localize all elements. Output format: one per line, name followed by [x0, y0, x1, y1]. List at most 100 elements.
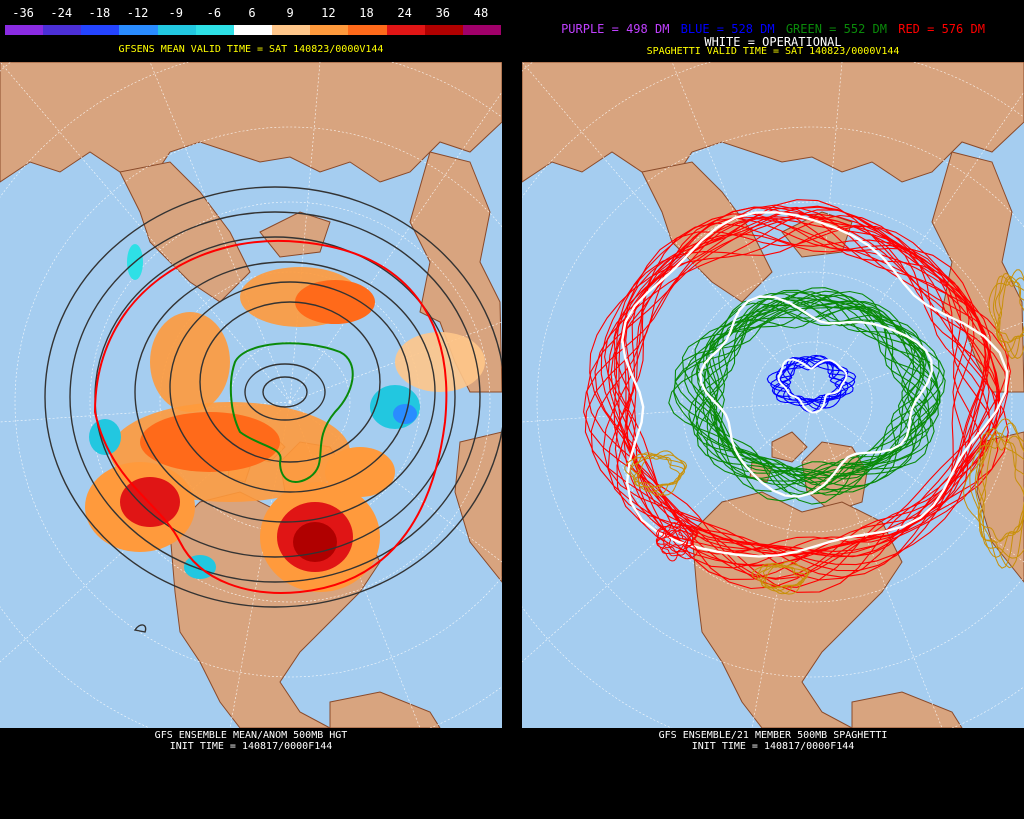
blue-528dm-contour: [775, 356, 856, 404]
colorbar-segment: [233, 25, 273, 35]
orange-contour: [997, 278, 1024, 342]
orange-contour: [976, 427, 1024, 558]
land-masses-right: [522, 62, 1024, 728]
colorbar-label: -9: [168, 6, 183, 20]
right-map: [522, 62, 1024, 728]
green-552dm-contour: [706, 289, 939, 492]
orange-contour: [963, 418, 1024, 559]
red-576dm-contour: [623, 233, 990, 580]
colorbar-label: -12: [126, 6, 149, 20]
colorbar-label: 12: [321, 6, 336, 20]
red-cutoff-contour: [656, 524, 698, 560]
colorbar-segment: [310, 25, 349, 35]
orange-contour: [997, 275, 1024, 343]
orange-contour: [969, 422, 1024, 569]
orange-contour: [977, 435, 1024, 542]
legend-purple: PURPLE = 498 DM: [561, 22, 670, 36]
right-footer-init: INIT TIME = 140817/0000F144: [691, 741, 855, 752]
red-576dm-contour: [590, 206, 1009, 558]
colorbar-segment: [424, 25, 463, 35]
legend-green: GREEN = 552 DM: [785, 22, 887, 36]
colorbar-label: 36: [435, 6, 451, 20]
colorbar-labels: -36 -24 -18 -12 -9 -6 6 9 12 18 24 36 48: [4, 6, 500, 22]
red-576dm-contour: [586, 205, 970, 566]
colorbar-segment: [386, 25, 425, 35]
red-576dm-contour: [594, 209, 975, 572]
legend-white: WHITE = OPERATIONAL: [704, 35, 842, 49]
colorbar-segment: [462, 25, 502, 35]
colorbar-label: 24: [397, 6, 412, 20]
colorbar-label: -36: [12, 6, 34, 20]
panel-divider: [502, 0, 522, 819]
operational-528dm-contour: [777, 358, 848, 414]
green-552dm-contour: [708, 309, 929, 496]
orange-contour: [756, 563, 808, 595]
blue-528dm-contour: [766, 355, 849, 409]
red-576dm-contour: [600, 224, 990, 581]
right-panel: PURPLE = 498 DM BLUE = 528 DM GREEN = 55…: [522, 0, 1024, 819]
spaghetti-legend: PURPLE = 498 DM BLUE = 528 DM GREEN = 55…: [522, 22, 1024, 36]
orange-contour: [751, 560, 810, 595]
colorbar-segment: [5, 25, 44, 35]
red-576dm-contour: [607, 216, 1002, 556]
left-subtitle: GFSENS MEAN VALID TIME = SAT 140823/0000…: [118, 44, 384, 55]
colorbar-label: -18: [88, 6, 111, 20]
red-576dm-contour: [623, 204, 999, 569]
left-map: [0, 62, 502, 728]
colorbar-segment: [157, 25, 196, 35]
spaghetti-map: [522, 62, 1024, 728]
green-552dm-contour: [674, 306, 925, 479]
orange-contour: [758, 562, 809, 592]
right-subtitle: SPAGHETTI VALID TIME = SAT 140823/0000V1…: [646, 46, 900, 57]
colorbar-segment: [348, 25, 387, 35]
colorbar-label: 6: [248, 6, 256, 20]
green-552dm-contour: [695, 297, 945, 486]
graticule-right: [522, 62, 1024, 728]
red-cutoff-contour: [661, 529, 694, 555]
colorbar-segment: [195, 25, 234, 35]
colorbar-label: 18: [359, 6, 374, 20]
left-footer-title: GFS ENSEMBLE MEAN/ANOM 500MB HGT: [154, 730, 348, 741]
red-576dm-contour: [614, 217, 989, 579]
orange-contour: [994, 272, 1024, 353]
colorbar-segment: [43, 25, 82, 35]
mean-anomaly-map: [0, 62, 502, 728]
red-576dm-contour: [610, 222, 986, 588]
legend-blue: BLUE = 528 DM: [680, 22, 775, 36]
left-panel: -36 -24 -18 -12 -9 -6 6 9 12 18 24 36 48 GFSENS MEAN…: [0, 0, 502, 819]
colorbar-label: 48: [473, 6, 489, 20]
right-footer: GFS ENSEMBLE/21 MEMBER 500MB SPAGHETTI I…: [522, 730, 1024, 752]
orange-contour: [992, 275, 1024, 360]
colorbar-label: -24: [50, 6, 73, 20]
green-552dm-contour: [681, 300, 932, 491]
colorbar-label: -6: [206, 6, 222, 20]
green-552dm-contour: [694, 290, 924, 487]
colorbar-segment: [272, 25, 311, 35]
red-576dm-contour: [623, 206, 999, 555]
orange-contour: [624, 450, 688, 496]
left-footer: GFS ENSEMBLE MEAN/ANOM 500MB HGT INIT TI…: [0, 730, 502, 752]
operational-552dm-contour: [699, 295, 934, 498]
red-576dm-contour: [607, 225, 987, 593]
anomaly-colorbar: [4, 24, 502, 36]
orange-contour: [629, 453, 685, 496]
green-552dm-contour: [673, 300, 929, 483]
green-552dm-contour: [694, 305, 933, 495]
colorbar-label: 9: [286, 6, 294, 20]
land-masses: [0, 62, 502, 728]
right-footer-title: GFS ENSEMBLE/21 MEMBER 500MB SPAGHETTI: [658, 730, 888, 741]
highlight-contours: [93, 240, 448, 594]
colorbar-segment: [119, 25, 158, 35]
orange-contour: [974, 432, 1024, 569]
orange-contour: [631, 452, 686, 493]
red-576dm-contour: [589, 214, 991, 578]
spaghetti-contours: [583, 199, 1024, 595]
green-552dm-contour: [691, 299, 930, 476]
red-cutoff-contour: [656, 520, 694, 556]
colorbar-segment: [81, 25, 120, 35]
operational-576dm-contour: [621, 211, 1009, 558]
blue-528dm-contour: [771, 354, 854, 404]
green-552dm-contour: [684, 294, 927, 493]
height-contours: [44, 186, 502, 633]
legend-red: RED = 576 DM: [898, 22, 985, 36]
